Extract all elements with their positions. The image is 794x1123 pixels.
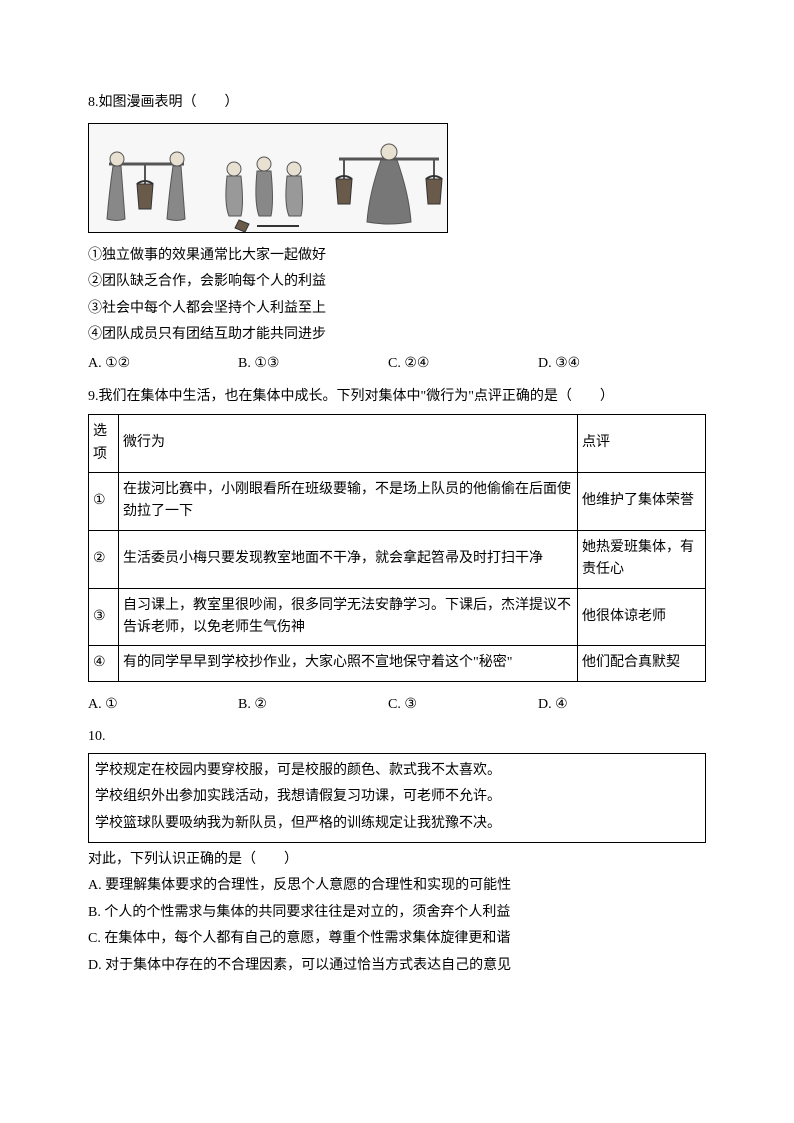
q9-r2-beh: 生活委员小梅只要发现教室地面不干净，就会拿起笤帚及时打扫干净: [119, 530, 578, 588]
q8-opt-d[interactable]: D. ③④: [538, 351, 658, 378]
q10-opt-d[interactable]: D. 对于集体中存在的不合理因素，可以通过恰当方式表达自己的意见: [88, 953, 706, 980]
q8-stmt-3: ③社会中每个人都会坚持个人利益至上: [88, 296, 706, 323]
q9-hdr-behavior: 微行为: [119, 415, 578, 473]
table-row: ② 生活委员小梅只要发现教室地面不干净，就会拿起笤帚及时打扫干净 她热爱班集体，…: [89, 530, 706, 588]
q9-r1-opt: ①: [89, 472, 119, 530]
q10-box-line1: 学校规定在校园内要穿校服，可是校服的颜色、款式我不太喜欢。: [95, 758, 699, 785]
q8-stmt-1: ①独立做事的效果通常比大家一起做好: [88, 243, 706, 270]
q10-box-line2: 学校组织外出参加实践活动，我想请假复习功课，可老师不允许。: [95, 784, 699, 811]
q8-stmt-2: ②团队缺乏合作，会影响每个人的利益: [88, 269, 706, 296]
table-row: ③ 自习课上，教室里很吵闹，很多同学无法安静学习。下课后，杰洋提议不告诉老师，以…: [89, 588, 706, 646]
q8-opt-b[interactable]: B. ①③: [238, 351, 388, 378]
table-row: 选项 微行为 点评: [89, 415, 706, 473]
q9-table: 选项 微行为 点评 ① 在拔河比赛中，小刚眼看所在班级要输，不是场上队员的他偷偷…: [88, 414, 706, 682]
q9-opt-c[interactable]: C. ③: [388, 692, 538, 719]
q9-r2-opt: ②: [89, 530, 119, 588]
q9-hdr-comment: 点评: [578, 415, 706, 473]
q8-options: A. ①② B. ①③ C. ②④ D. ③④: [88, 351, 706, 378]
q8-opt-a[interactable]: A. ①②: [88, 351, 238, 378]
q10-scenario-box: 学校规定在校园内要穿校服，可是校服的颜色、款式我不太喜欢。 学校组织外出参加实践…: [88, 753, 706, 843]
q9-hdr-option: 选项: [89, 415, 119, 473]
q9-r3-com: 他很体谅老师: [578, 588, 706, 646]
q8-opt-c[interactable]: C. ②④: [388, 351, 538, 378]
q9-r3-beh: 自习课上，教室里很吵闹，很多同学无法安静学习。下课后，杰洋提议不告诉老师，以免老…: [119, 588, 578, 646]
q9-r2-com: 她热爱班集体，有责任心: [578, 530, 706, 588]
q10-opt-c[interactable]: C. 在集体中，每个人都有自己的意愿，尊重个性需求集体旋律更和谐: [88, 926, 706, 953]
q10-box-line3: 学校篮球队要吸纳我为新队员，但严格的训练规定让我犹豫不决。: [95, 811, 699, 838]
q8-heading: 8.如图漫画表明（ ）: [88, 90, 706, 117]
q9-opt-d[interactable]: D. ④: [538, 692, 658, 719]
q9-heading: 9.我们在集体中生活，也在集体中成长。下列对集体中"微行为"点评正确的是（ ）: [88, 384, 706, 411]
q9-options: A. ① B. ② C. ③ D. ④: [88, 692, 706, 719]
table-row: ① 在拔河比赛中，小刚眼看所在班级要输，不是场上队员的他偷偷在后面使劲拉了一下 …: [89, 472, 706, 530]
q10-heading: 10.: [88, 724, 706, 751]
q9-r4-com: 他们配合真默契: [578, 646, 706, 681]
q9-r4-opt: ④: [89, 646, 119, 681]
q10-opt-a[interactable]: A. 要理解集体要求的合理性，反思个人意愿的合理性和实现的可能性: [88, 873, 706, 900]
table-row: ④ 有的同学早早到学校抄作业，大家心照不宣地保守着这个"秘密" 他们配合真默契: [89, 646, 706, 681]
q8-stmt-4: ④团队成员只有团结互助才能共同进步: [88, 322, 706, 349]
q9-r1-com: 他维护了集体荣誉: [578, 472, 706, 530]
q9-r3-opt: ③: [89, 588, 119, 646]
q9-r1-beh: 在拔河比赛中，小刚眼看所在班级要输，不是场上队员的他偷偷在后面使劲拉了一下: [119, 472, 578, 530]
q9-opt-a[interactable]: A. ①: [88, 692, 238, 719]
q10-sub: 对此，下列认识正确的是（ ）: [88, 847, 706, 874]
q9-r4-beh: 有的同学早早到学校抄作业，大家心照不宣地保守着这个"秘密": [119, 646, 578, 681]
q8-cartoon: [88, 123, 448, 233]
q9-opt-b[interactable]: B. ②: [238, 692, 388, 719]
q10-opt-b[interactable]: B. 个人的个性需求与集体的共同要求往往是对立的，须舍弃个人利益: [88, 900, 706, 927]
